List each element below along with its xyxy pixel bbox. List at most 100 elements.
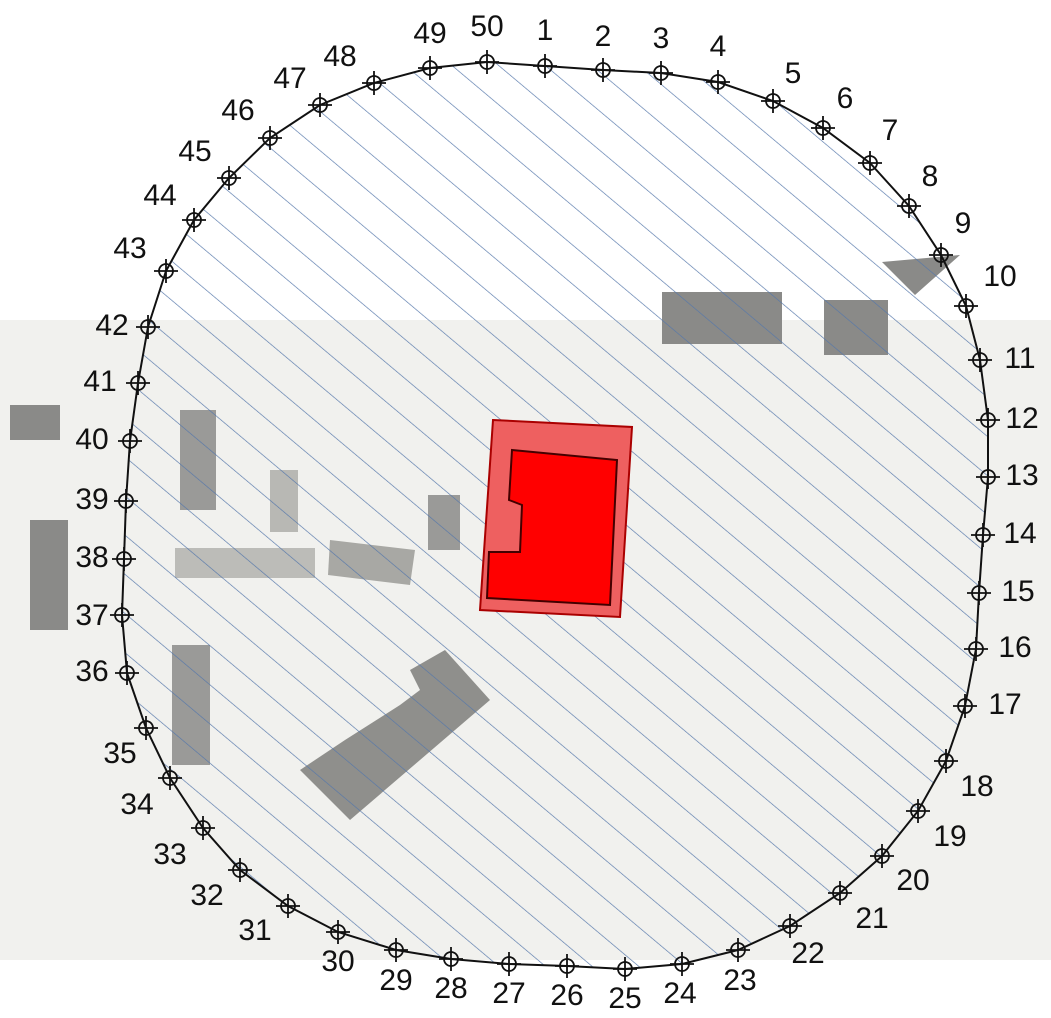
point-label: 29 [379,964,412,997]
point-marker [761,89,785,113]
point-label: 48 [323,40,356,73]
point-marker [475,50,499,74]
point-label: 19 [933,820,966,853]
point-label: 35 [103,737,136,770]
point-label: 2 [595,20,612,53]
point-label: 14 [1003,517,1036,550]
point-label: 26 [550,979,583,1012]
point-marker [110,603,134,627]
point-marker [136,315,160,339]
point-marker [964,637,988,661]
point-marker [418,56,442,80]
point-label: 18 [960,770,993,803]
point-label: 15 [1001,575,1034,608]
point-marker [613,957,637,981]
points: 1 2 3 4567891011121314151617181920212223242… [75,10,1038,1015]
point-label: 12 [1005,402,1038,435]
point-marker [870,844,894,868]
point-label: 40 [75,423,108,456]
point-label: 50 [470,10,503,43]
point-label: 5 [785,57,802,90]
point-label: 22 [791,937,824,970]
point-marker [326,920,350,944]
point-marker [191,816,215,840]
point-label: 1 [537,14,554,47]
point-label: 30 [321,945,354,978]
point-marker [118,429,142,453]
point-marker [533,54,557,78]
point-label: 45 [178,135,211,168]
point-label: 24 [663,977,696,1010]
point-label: 6 [837,82,854,115]
point-marker [134,716,158,740]
point-marker [726,938,750,962]
point-label: 17 [988,688,1021,721]
object-building [478,418,634,619]
point-marker [649,61,673,85]
point-label: 11 [1004,342,1035,375]
point-label: 7 [882,114,899,147]
point-marker [976,465,1000,489]
point-label: 10 [983,260,1016,293]
point-marker [929,243,953,267]
point-label: 43 [113,232,146,265]
point-label: 47 [273,62,306,95]
point-label: 3 [653,22,670,55]
point-label: 42 [95,309,128,342]
point-marker [384,938,408,962]
point-marker [114,489,138,513]
point-marker [308,93,332,117]
point-label: 4 [710,30,727,63]
point-marker [154,259,178,283]
point-label: 25 [608,982,641,1015]
point-marker [217,166,241,190]
point-label: 37 [75,599,108,632]
point-label: 46 [221,94,254,127]
point-label: 28 [434,972,467,1005]
point-marker [670,952,694,976]
point-label: 8 [922,160,939,193]
point-marker [976,408,1000,432]
point-label: 16 [998,631,1031,664]
point-marker [897,194,921,218]
point-marker [115,661,139,685]
point-label: 9 [955,207,972,240]
point-marker [858,151,882,175]
point-marker [182,208,206,232]
point-marker [276,894,300,918]
point-marker [591,58,615,82]
point-label: 21 [855,902,888,935]
point-marker [258,126,282,150]
point-marker [228,858,252,882]
point-label: 13 [1005,459,1038,492]
point-marker [112,547,136,571]
point-marker [954,294,978,318]
point-marker [555,954,579,978]
point-label: 44 [143,179,176,212]
point-label: 33 [153,838,186,871]
point-label: 49 [413,17,446,50]
point-label: 31 [238,914,271,947]
point-label: 38 [75,541,108,574]
point-marker [706,70,730,94]
point-marker [778,914,802,938]
point-marker [934,749,958,773]
point-marker [362,71,386,95]
point-label: 34 [120,788,153,821]
point-marker [811,116,835,140]
point-label: 41 [83,365,116,398]
point-marker [126,371,150,395]
point-marker [906,799,930,823]
point-marker [439,947,463,971]
point-marker [953,694,977,718]
point-label: 39 [75,483,108,516]
point-marker [497,952,521,976]
point-label: 23 [723,964,756,997]
point-label: 27 [492,977,525,1010]
point-marker [967,581,991,605]
point-marker [158,766,182,790]
point-marker [968,348,992,372]
point-label: 36 [75,655,108,688]
point-label: 32 [190,879,223,912]
